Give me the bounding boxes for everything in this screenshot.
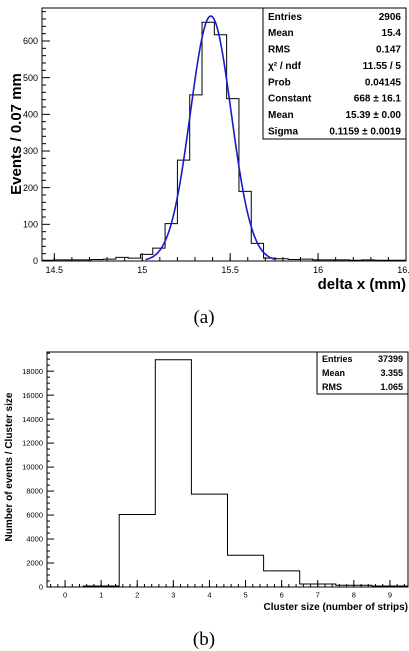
plot-b-stats-label: Mean <box>322 368 345 378</box>
plot-b-stats-value: 3.355 <box>380 368 403 378</box>
caption-b: (b) <box>193 629 215 650</box>
plot-a-y-tick-label: 600 <box>23 36 38 46</box>
plot-b-y-axis-label: Number of events / Cluster size <box>4 392 15 541</box>
plot-a-stats-label: RMS <box>268 45 291 56</box>
plot-a-x-tick-label: 16 <box>313 265 323 275</box>
panel-b-cluster-size-histogram: 0200040006000800010000120001400016000180… <box>4 351 409 650</box>
plot-b-stats-value: 1.065 <box>380 382 403 392</box>
plot-a-stats-label: Mean <box>268 28 294 39</box>
plot-b-stats-value: 37399 <box>378 354 403 364</box>
plot-a-stats-value: 668 ± 16.1 <box>354 94 402 105</box>
plot-b-y-tick-label: 10000 <box>22 463 43 472</box>
plot-b-y-tick-label: 12000 <box>22 439 43 448</box>
plot-a-y-tick-label: 300 <box>23 146 38 156</box>
plot-b-x-axis-label: Cluster size (number of strips) <box>264 602 408 613</box>
plot-a-stats-label: Mean <box>268 110 294 121</box>
plot-a-stats-label: χ² / ndf <box>268 61 302 72</box>
plot-b-y-tick-label: 14000 <box>22 415 43 424</box>
plot-a-y-tick-label: 200 <box>23 183 38 193</box>
plot-a-stats-value: 15.39 ± 0.00 <box>345 110 401 121</box>
plot-b-stats-box: Entries 37399 Mean 3.355 RMS 1.065 <box>316 351 409 395</box>
plot-b-y-tick-label: 6000 <box>26 511 43 520</box>
plot-b-y-tick-label: 2000 <box>26 559 43 568</box>
plot-a-x-tick-label: 15.5 <box>221 265 239 275</box>
plot-b-x-tick-label: 3 <box>171 591 175 600</box>
plot-a-stats-value: 15.4 <box>382 28 402 39</box>
plot-a-y-tick-label: 0 <box>33 256 38 266</box>
plot-b-y-tick-label: 8000 <box>26 487 43 496</box>
plot-b-x-tick-label: 8 <box>352 591 356 600</box>
plot-b-y-tick-label: 0 <box>39 583 43 592</box>
plot-a-stats-label: Constant <box>268 94 312 105</box>
plot-b-x-tick-label: 9 <box>388 591 392 600</box>
plot-b-x-tick-label: 5 <box>243 591 247 600</box>
plot-b-histogram-steps <box>47 359 409 588</box>
plot-a-gaussian-fit-curve <box>145 15 277 261</box>
caption-a: (a) <box>193 307 214 328</box>
panel-a-delta-x-histogram: 0 100 200 300 400 500 600 14.5 15 15.5 16 16.5 Ent… <box>8 7 409 328</box>
plot-b-y-tick-label: 4000 <box>26 535 43 544</box>
plot-a-stats-label: Entries <box>268 12 302 23</box>
plot-a-x-tick-label: 15 <box>137 265 147 275</box>
plot-b-x-tick-label: 7 <box>316 591 320 600</box>
plot-b-stats-label: Entries <box>322 354 353 364</box>
plot-b-x-tick-label: 2 <box>135 591 139 600</box>
plot-a-stats-value: 0.04145 <box>365 77 402 88</box>
plot-a-stats-box: Entries 2906 Mean 15.4 RMS 0.147 χ² / ndf 11.55… <box>262 7 407 140</box>
plot-a-x-axis-label: delta x (mm) <box>318 276 406 293</box>
plot-a-x-tick-label: 14.5 <box>46 265 64 275</box>
plot-a-stats-value: 2906 <box>379 12 402 23</box>
plot-b-y-tick-label: 16000 <box>22 391 43 400</box>
plot-a-stats-value: 0.147 <box>376 45 401 56</box>
plot-b-x-tick-label: 6 <box>280 591 284 600</box>
plot-a-y-axis-label: Events / 0.07 mm <box>8 73 25 195</box>
plot-a-stats-value: 11.55 / 5 <box>363 61 402 72</box>
plot-b-stats-label: RMS <box>322 382 342 392</box>
plot-a-y-tick-label: 500 <box>23 73 38 83</box>
plot-a-histogram-steps <box>41 21 407 261</box>
plot-a-stats-label: Prob <box>268 77 291 88</box>
plot-b-y-tick-label: 18000 <box>22 367 43 376</box>
plot-a-y-tick-label: 400 <box>23 109 38 119</box>
plot-a-stats-value: 0.1159 ± 0.0019 <box>329 126 401 137</box>
plot-a-x-tick-label: 16.5 <box>397 265 409 275</box>
plot-a-stats-label: Sigma <box>268 126 298 137</box>
plot-b-x-tick-label: 4 <box>207 591 211 600</box>
plot-b-x-tick-label: 1 <box>99 591 103 600</box>
plot-b-x-tick-label: 0 <box>63 591 67 600</box>
plot-a-y-tick-label: 100 <box>23 219 38 229</box>
